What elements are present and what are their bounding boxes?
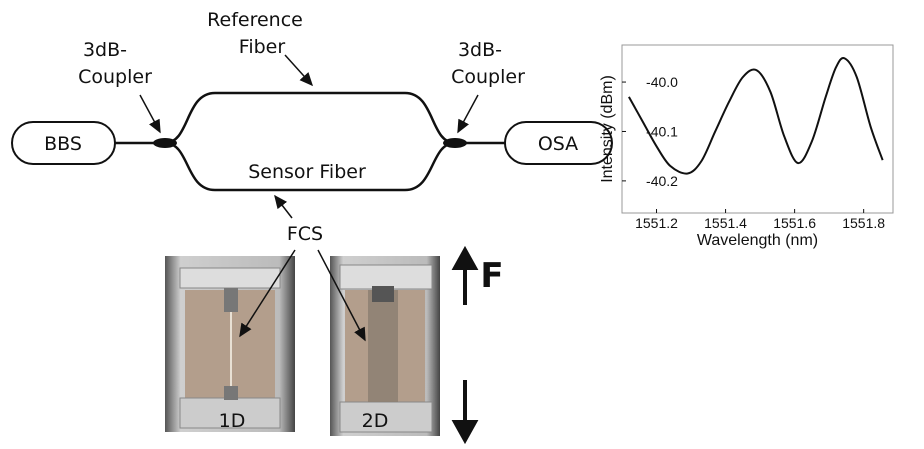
y-tick-label: -40.0 xyxy=(646,74,678,90)
arrow xyxy=(275,196,292,218)
x-tick-label: 1551.4 xyxy=(704,215,747,231)
photo-label: 2D xyxy=(362,410,389,432)
arrow xyxy=(140,95,160,132)
photo-label: 1D xyxy=(219,410,246,432)
reference-label: Reference xyxy=(207,9,303,31)
force-label: F xyxy=(480,256,503,296)
reference-fiber xyxy=(165,93,455,143)
x-tick-label: 1551.8 xyxy=(842,215,885,231)
coupler-label: 3dB- xyxy=(83,39,127,61)
x-axis-label: Wavelength (nm) xyxy=(697,232,818,249)
coupler xyxy=(153,138,177,148)
reference-label: Fiber xyxy=(239,36,286,58)
coupler xyxy=(443,138,467,148)
x-tick-label: 1551.6 xyxy=(773,215,816,231)
coupler-label: Coupler xyxy=(78,66,152,88)
page: BBS OSA Reference Fiber 3dB- Coupler 3dB… xyxy=(0,0,924,449)
coupler-label: 3dB- xyxy=(458,39,502,61)
force-arrow xyxy=(455,250,475,305)
force-arrow xyxy=(455,380,475,440)
figure: BBS OSA Reference Fiber 3dB- Coupler 3dB… xyxy=(0,0,924,445)
y-tick-label: -40.2 xyxy=(646,173,678,189)
sensor-label: Sensor Fiber xyxy=(248,161,366,183)
x-tick-label: 1551.2 xyxy=(635,215,678,231)
photo-1d xyxy=(165,256,295,432)
bbs-label: BBS xyxy=(44,133,82,155)
photo-2d xyxy=(330,256,440,436)
arrow xyxy=(285,55,312,85)
arrow xyxy=(458,95,478,132)
fcs-label: FCS xyxy=(287,223,323,245)
osa-label: OSA xyxy=(538,133,578,155)
coupler-label: Coupler xyxy=(451,66,525,88)
y-axis-label: Intensity (dBm) xyxy=(599,75,616,183)
